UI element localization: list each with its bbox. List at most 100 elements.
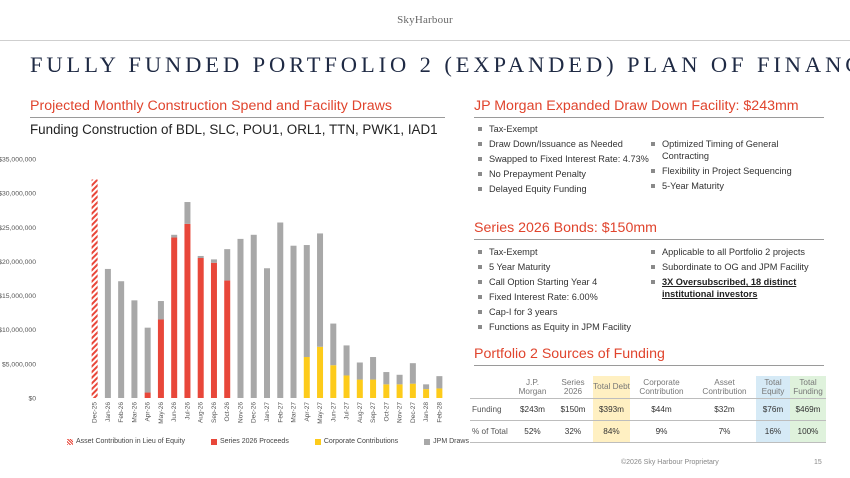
x-tick-label: Jun-27	[330, 402, 337, 422]
jpm-bullet: Tax-Exempt	[476, 123, 664, 135]
bonds-bullet: Functions as Equity in JPM Facility	[476, 321, 656, 333]
x-tick-label: Jan-27	[264, 402, 271, 422]
col-header: Total Debt	[593, 376, 630, 398]
col-header: Total Equity	[756, 376, 790, 398]
bar-segment	[409, 363, 416, 384]
bar-segment	[237, 238, 244, 398]
legend-swatch-corporate	[314, 438, 321, 445]
row-label: Funding	[472, 404, 502, 414]
x-tick-label: Jan-28	[423, 402, 430, 422]
col-header: Asset Contribution	[702, 377, 747, 396]
bar-segment	[264, 268, 270, 398]
spend-chart-heading: Projected Monthly Construction Spend and…	[30, 98, 392, 114]
table-cell: $393m	[593, 398, 630, 420]
x-tick-label: Apr-27	[304, 402, 311, 422]
legend-label-jpm: JPM Draws	[433, 438, 469, 445]
bonds-bullet: 5 Year Maturity	[476, 261, 656, 273]
header-divider	[0, 40, 850, 41]
bar-segment	[436, 376, 443, 389]
bar-segment	[118, 281, 125, 398]
legend-swatch-jpm	[424, 438, 431, 445]
legend-swatch-asset	[67, 438, 73, 445]
bar-segment	[356, 362, 363, 380]
bar-segment	[383, 384, 390, 398]
table-cell: $469m	[790, 398, 826, 420]
bar-segment	[171, 234, 178, 238]
x-tick-label: Nov-27	[397, 402, 404, 423]
bonds-bullet-highlight: 3X Oversubscribed, 18 distinct instituti…	[649, 276, 819, 300]
x-tick-label: Feb-26	[118, 402, 125, 423]
bar-segment	[436, 388, 443, 398]
bar-segment	[343, 345, 350, 376]
bar-segment	[317, 233, 324, 347]
jpm-bullet: Flexibility in Project Sequencing	[649, 165, 819, 177]
x-tick-label: Dec-25	[92, 402, 99, 423]
bar-segment	[303, 357, 310, 398]
legend-item-series-2026: Series 2026 Proceeds	[210, 438, 289, 445]
bar-segment	[409, 383, 416, 398]
bar-segment	[197, 258, 204, 398]
table-cell: 7%	[718, 426, 731, 436]
x-tick-label: Oct-26	[224, 402, 231, 422]
bonds-bullets-col2: Applicable to all Portfolio 2 projects S…	[649, 246, 819, 303]
bar-segment	[171, 237, 178, 398]
x-tick-label: May-27	[317, 402, 324, 424]
table-cell: 100%	[790, 420, 826, 442]
x-tick-label: Dec-27	[410, 402, 417, 423]
x-tick-label: Nov-26	[237, 402, 244, 423]
page-number: 15	[814, 459, 822, 466]
jpm-bullet: Delayed Equity Funding	[476, 183, 664, 195]
x-tick-label: Jul-26	[184, 402, 191, 420]
bar-segment	[343, 375, 350, 398]
bar-segment	[317, 346, 324, 398]
company-logo: SkyHarbour	[397, 14, 453, 26]
bar-segment	[423, 389, 430, 398]
legend-item-corporate: Corporate Contributions	[314, 438, 399, 445]
bar-segment	[210, 262, 217, 398]
jpm-bullets-col1: Tax-Exempt Draw Down/Issuance as Needed …	[476, 123, 664, 198]
bar-segment	[184, 202, 191, 224]
table-cell: $76m	[756, 398, 790, 420]
bonds-heading: Series 2026 Bonds: $150mm	[474, 220, 657, 236]
bonds-bullet: Cap-I for 3 years	[476, 306, 656, 318]
sources-heading-rule	[474, 365, 824, 366]
jpm-bullet: Swapped to Fixed Interest Rate: 4.73%	[476, 153, 664, 165]
bar-segment	[330, 323, 337, 366]
bar-segment	[356, 379, 363, 398]
bar-segment	[277, 222, 284, 398]
bar-segment	[104, 268, 111, 398]
y-tick-label: $30,000,000	[0, 191, 36, 198]
table-cell: 52%	[524, 426, 541, 436]
jpm-bullet: Draw Down/Issuance as Needed	[476, 138, 664, 150]
table-cell: 32%	[564, 426, 582, 436]
bar-segment	[224, 280, 231, 398]
table-row: Funding $243m $150m $393m $44m $32m $76m…	[470, 398, 826, 420]
col-header: J.P. Morgan	[518, 377, 547, 396]
jpm-heading-rule	[474, 117, 824, 118]
bonds-bullet: Applicable to all Portfolio 2 projects	[649, 246, 819, 258]
y-tick-label: $20,000,000	[0, 259, 36, 266]
col-header: Total Funding	[790, 376, 826, 398]
bar-segment	[370, 379, 377, 398]
bar-segment	[423, 384, 430, 390]
x-tick-label: Apr-26	[145, 402, 152, 422]
jpm-bullets-col2: Optimized Timing of General Contracting …	[649, 138, 819, 195]
y-tick-label: $25,000,000	[0, 225, 36, 232]
table-cell: 9%	[655, 426, 668, 436]
chart-subtitle: Funding Construction of BDL, SLC, POU1, …	[30, 122, 438, 137]
bar-segment	[184, 223, 191, 398]
chart-legend: Asset Contribution in Lieu of Equity Ser…	[67, 438, 469, 445]
legend-label-corporate: Corporate Contributions	[323, 438, 399, 445]
table-cell: $44m	[651, 404, 672, 414]
jpm-bullet: Optimized Timing of General Contracting	[649, 138, 819, 162]
x-tick-label: May-26	[158, 402, 165, 424]
jpm-heading: JP Morgan Expanded Draw Down Facility: $…	[474, 98, 799, 114]
col-header: Corporate Contribution	[639, 377, 684, 396]
bar-segment	[383, 372, 390, 385]
legend-swatch-series-2026	[210, 438, 217, 445]
row-label: % of Total	[472, 426, 508, 436]
bar-segment	[370, 357, 377, 380]
y-tick-label: $10,000,000	[0, 327, 36, 334]
y-tick-label: $15,000,000	[0, 293, 36, 300]
bar-segment	[396, 384, 403, 398]
